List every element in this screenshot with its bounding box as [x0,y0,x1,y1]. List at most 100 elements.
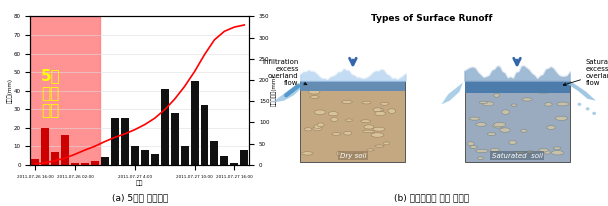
Ellipse shape [375,111,385,116]
Ellipse shape [509,140,516,144]
Ellipse shape [545,103,552,106]
Ellipse shape [384,142,390,145]
Ellipse shape [375,109,384,111]
Polygon shape [568,82,596,101]
Ellipse shape [380,102,389,105]
Bar [41,128,49,165]
Ellipse shape [494,94,500,97]
Ellipse shape [477,157,483,159]
Ellipse shape [373,108,382,112]
Text: Saturated  soil: Saturated soil [491,153,542,159]
Ellipse shape [310,96,319,98]
Bar [121,118,129,165]
Bar [71,163,79,165]
Y-axis label: 누적강우량(mm): 누적강우량(mm) [271,75,277,106]
Polygon shape [272,83,303,103]
Ellipse shape [331,133,341,135]
Bar [210,141,218,165]
Bar [91,161,99,165]
Text: Infiltration
excess
overland
flow: Infiltration excess overland flow [262,59,307,86]
Ellipse shape [470,146,477,149]
Ellipse shape [551,151,564,155]
Ellipse shape [555,116,568,120]
Bar [141,150,149,165]
Ellipse shape [520,129,527,132]
Ellipse shape [388,109,396,114]
Ellipse shape [362,101,371,104]
Ellipse shape [342,100,353,103]
Ellipse shape [511,104,517,107]
Ellipse shape [539,91,548,94]
FancyArrowPatch shape [286,86,298,95]
Ellipse shape [492,123,503,128]
Ellipse shape [331,117,338,122]
Text: Types of Surface Runoff: Types of Surface Runoff [371,14,492,23]
Bar [190,81,199,165]
Bar [300,81,406,91]
Text: (b) 토양조건에 따른 유출량: (b) 토양조건에 따른 유출량 [394,193,469,202]
Ellipse shape [527,151,533,154]
Ellipse shape [592,112,596,115]
Ellipse shape [539,149,548,152]
Ellipse shape [344,131,352,135]
Ellipse shape [490,148,500,152]
Ellipse shape [544,150,550,154]
Ellipse shape [308,90,320,94]
Bar [61,135,69,165]
Bar [131,146,139,165]
Ellipse shape [502,110,510,114]
Bar [240,150,248,165]
Ellipse shape [314,125,322,129]
Text: Saturation
excess
overland
flow: Saturation excess overland flow [563,59,608,86]
Ellipse shape [479,101,488,104]
Ellipse shape [367,149,374,151]
Bar [30,16,100,165]
Ellipse shape [553,147,561,149]
Bar [81,163,89,165]
Ellipse shape [305,128,312,131]
Text: Dry soil: Dry soil [340,153,366,159]
Text: 5일
선행
강우: 5일 선행 강우 [40,68,60,118]
Ellipse shape [328,112,338,116]
Ellipse shape [373,127,385,131]
Ellipse shape [487,133,496,136]
Bar [171,113,179,165]
Ellipse shape [371,133,384,137]
Ellipse shape [578,103,581,106]
Ellipse shape [361,120,371,123]
Ellipse shape [522,98,532,101]
Ellipse shape [475,123,486,126]
Bar [230,163,238,165]
Bar [32,159,40,165]
Ellipse shape [352,153,364,157]
X-axis label: 시간: 시간 [136,180,143,186]
Ellipse shape [362,130,375,133]
Ellipse shape [586,107,590,110]
Ellipse shape [513,151,525,154]
Ellipse shape [494,122,506,127]
Ellipse shape [500,128,510,132]
Ellipse shape [483,102,494,106]
Bar [221,156,229,165]
Bar [201,105,209,165]
Ellipse shape [547,126,556,129]
Bar [300,81,406,162]
Polygon shape [441,83,463,104]
Ellipse shape [469,117,480,120]
Ellipse shape [317,123,324,127]
Y-axis label: 강우량(mm): 강우량(mm) [7,78,12,103]
Bar [465,81,570,162]
Ellipse shape [313,126,322,131]
Bar [181,146,188,165]
Bar [161,89,168,165]
Ellipse shape [468,142,474,146]
Ellipse shape [336,151,343,156]
Ellipse shape [364,125,374,129]
Bar [465,81,570,94]
Ellipse shape [375,145,384,147]
Ellipse shape [557,102,568,106]
Bar [111,118,119,165]
Ellipse shape [302,152,313,155]
Ellipse shape [314,110,326,115]
Ellipse shape [345,119,353,121]
